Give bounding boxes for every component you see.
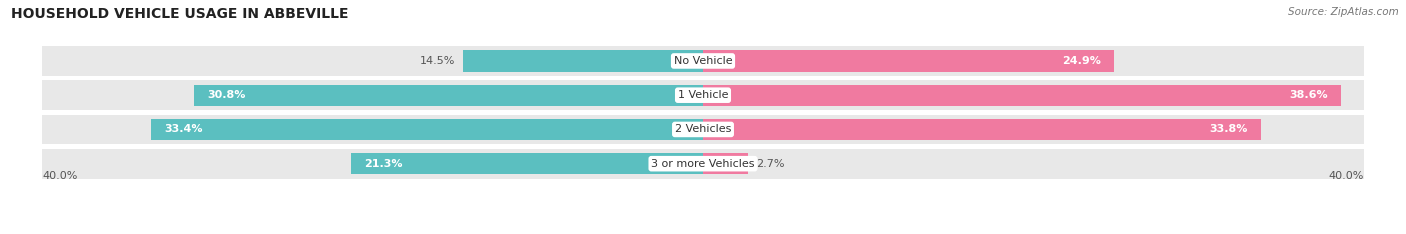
- Bar: [42, 80, 1364, 110]
- Text: 40.0%: 40.0%: [1329, 172, 1364, 182]
- Text: 21.3%: 21.3%: [364, 159, 404, 169]
- Text: 2 Vehicles: 2 Vehicles: [675, 124, 731, 135]
- Text: 3 or more Vehicles: 3 or more Vehicles: [651, 159, 755, 169]
- Text: 33.4%: 33.4%: [165, 124, 202, 135]
- Bar: [703, 50, 1115, 72]
- Bar: [194, 84, 703, 106]
- Legend: Owner-occupied, Renter-occupied: Owner-occupied, Renter-occupied: [586, 231, 820, 234]
- Bar: [703, 84, 1341, 106]
- Bar: [703, 153, 748, 174]
- Bar: [352, 153, 703, 174]
- Text: No Vehicle: No Vehicle: [673, 56, 733, 66]
- Text: 2.7%: 2.7%: [756, 159, 785, 169]
- Bar: [703, 119, 1261, 140]
- Bar: [42, 115, 1364, 144]
- Bar: [464, 50, 703, 72]
- Text: 24.9%: 24.9%: [1063, 56, 1101, 66]
- Text: 14.5%: 14.5%: [420, 56, 456, 66]
- Text: 30.8%: 30.8%: [207, 90, 246, 100]
- Bar: [42, 46, 1364, 76]
- Bar: [152, 119, 703, 140]
- Text: HOUSEHOLD VEHICLE USAGE IN ABBEVILLE: HOUSEHOLD VEHICLE USAGE IN ABBEVILLE: [11, 7, 349, 21]
- Text: 38.6%: 38.6%: [1289, 90, 1327, 100]
- Bar: [42, 149, 1364, 179]
- Text: Source: ZipAtlas.com: Source: ZipAtlas.com: [1288, 7, 1399, 17]
- Text: 1 Vehicle: 1 Vehicle: [678, 90, 728, 100]
- Text: 33.8%: 33.8%: [1209, 124, 1249, 135]
- Text: 40.0%: 40.0%: [42, 172, 77, 182]
